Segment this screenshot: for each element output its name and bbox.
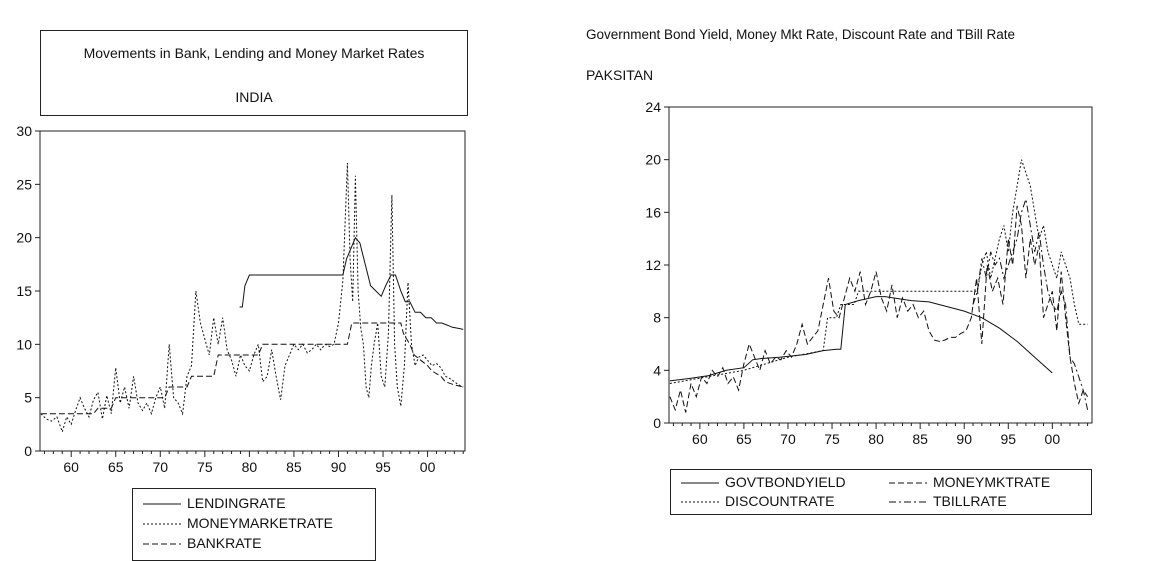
- right-chart-subtitle: PAKSITAN: [586, 67, 654, 83]
- right-y-tick-label: 8: [653, 310, 661, 326]
- left-x-tick-label: 00: [420, 459, 436, 475]
- right-legend-label: MONEYMKTRATE: [933, 474, 1051, 490]
- right-x-tick-label: 75: [824, 431, 840, 447]
- left-chart-title: Movements in Bank, Lending and Money Mar…: [83, 45, 425, 61]
- left-legend-label: BANKRATE: [187, 535, 262, 551]
- right-x-tick-label: 85: [912, 431, 928, 447]
- left-x-tick-label: 60: [63, 459, 79, 475]
- left-x-tick-label: 90: [331, 459, 347, 475]
- left-legend-item: BANKRATE: [143, 535, 261, 551]
- right-legend-label: DISCOUNTRATE: [725, 493, 835, 509]
- right-y-tick-label: 24: [645, 99, 661, 115]
- left-chart-legend: LENDINGRATE MONEYMARKETRATE BANKRATE: [132, 488, 376, 561]
- left-series-lendingrate: [239, 236, 464, 330]
- left-x-tick-label: 65: [108, 459, 124, 475]
- right-chart-legend: GOVTBONDYIELD MONEYMKTRATE DISCOUNTRATE TBI…: [670, 469, 1092, 515]
- right-legend-swatch: [889, 482, 927, 484]
- right-x-tick-label: 95: [1000, 431, 1016, 447]
- right-legend-swatch: [681, 482, 719, 484]
- right-x-tick-label: 90: [956, 431, 972, 447]
- right-y-tick-label: 0: [653, 415, 661, 431]
- left-x-tick-label: 80: [242, 459, 258, 475]
- left-y-tick-label: 10: [16, 336, 32, 352]
- right-series-discountrate: [669, 159, 1088, 384]
- left-series-moneymarketrate: [40, 162, 464, 434]
- right-series-moneymktrate: [669, 205, 1089, 413]
- left-y-tick-label: 15: [16, 283, 32, 299]
- right-chart: 0 4 8 12 16 20 24 60 65 70 75 80 85 90 95 00: [645, 99, 1093, 447]
- left-x-tick-label: 70: [152, 459, 168, 475]
- right-legend-label: TBILLRATE: [933, 493, 1007, 509]
- left-chart-title-box: Movements in Bank, Lending and Money Mar…: [40, 30, 468, 116]
- right-legend-swatch: [889, 501, 927, 503]
- right-y-tick-label: 20: [645, 152, 661, 168]
- right-legend-swatch: [681, 501, 719, 503]
- right-x-tick-label: 60: [692, 431, 708, 447]
- right-x-tick-label: 70: [780, 431, 796, 447]
- left-legend-swatch: [143, 503, 181, 505]
- left-x-tick-label: 95: [375, 459, 391, 475]
- right-legend-item: GOVTBONDYIELD: [681, 474, 846, 490]
- left-legend-label: LENDINGRATE: [187, 495, 286, 511]
- left-y-tick-label: 30: [16, 123, 32, 139]
- right-y-tick-label: 4: [653, 362, 661, 378]
- right-plot-frame: [668, 106, 1093, 424]
- left-y-tick-label: 0: [24, 443, 32, 459]
- left-y-tick-label: 20: [16, 230, 32, 246]
- right-legend-item: TBILLRATE: [889, 493, 1007, 509]
- left-x-tick-label: 75: [197, 459, 213, 475]
- left-chart-subtitle: INDIA: [235, 89, 273, 105]
- left-legend-swatch: [143, 543, 181, 545]
- right-x-tick-label: 80: [868, 431, 884, 447]
- left-y-tick-label: 25: [16, 176, 32, 192]
- left-series-bankrate: [40, 322, 464, 415]
- left-legend-swatch: [143, 523, 181, 525]
- right-x-tick-label: 00: [1045, 431, 1061, 447]
- left-legend-item: LENDINGRATE: [143, 495, 286, 511]
- right-y-tick-label: 16: [645, 204, 661, 220]
- right-x-tick-label: 65: [736, 431, 752, 447]
- left-legend-item: MONEYMARKETRATE: [143, 515, 333, 531]
- right-y-tick-label: 12: [645, 257, 661, 273]
- right-legend-item: MONEYMKTRATE: [889, 474, 1050, 490]
- right-legend-item: DISCOUNTRATE: [681, 493, 834, 509]
- left-x-tick-label: 85: [286, 459, 302, 475]
- left-chart: 0 5 10 15 20 25 30 60 65 70 75 80 85 90 95 00: [16, 123, 466, 475]
- left-y-tick-label: 5: [24, 390, 32, 406]
- right-chart-title: Government Bond Yield, Money Mkt Rate, D…: [586, 27, 1015, 42]
- right-series-tbillrate: [972, 199, 1089, 410]
- right-legend-label: GOVTBONDYIELD: [725, 474, 846, 490]
- left-legend-label: MONEYMARKETRATE: [187, 515, 333, 531]
- right-series-govtbondyield: [669, 296, 1053, 382]
